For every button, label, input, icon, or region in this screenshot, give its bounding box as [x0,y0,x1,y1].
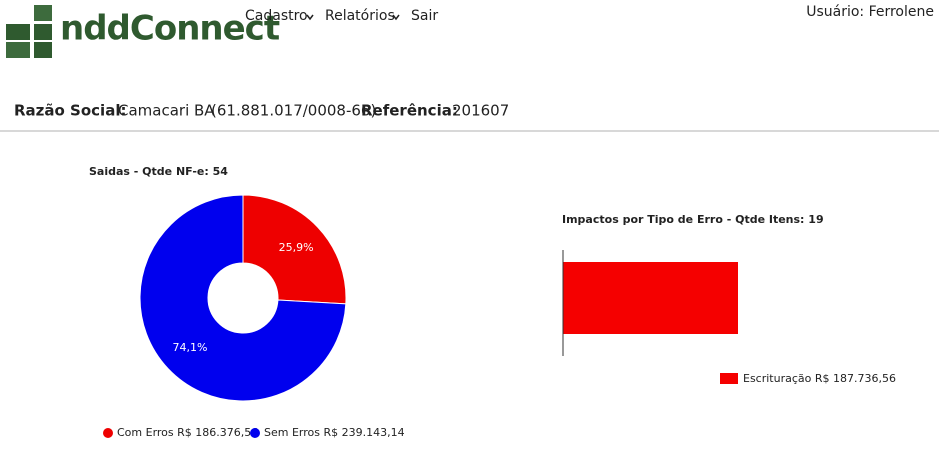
legend-marker [720,373,738,384]
pie-slice [139,194,347,402]
chart-title: Saidas - Qtde NF-e: 54 [89,165,228,178]
slice-label: 74,1% [172,341,207,354]
reference-label: Referência: [361,102,458,120]
company: Camacari BA [118,102,215,120]
pie-slice [242,194,347,305]
legend-label: Com Erros R$ 186.376,56 [117,426,258,439]
reference: 201607 [452,102,509,120]
legend-marker [250,428,260,438]
menu-item[interactable]: Sair [411,8,438,24]
legend-label: Escrituração R$ 187.736,56 [743,372,896,385]
cnpj: (61.881.017/0008-66) [211,102,376,120]
user-label: Usuário: Ferrolene [806,4,934,20]
slice-label: 25,9% [279,241,314,254]
menu-item[interactable]: Cadastro [245,8,308,24]
legend-label: Sem Erros R$ 239.143,14 [264,426,405,439]
menu-item[interactable]: Relatórios [325,8,395,24]
menu-chevron [392,14,400,21]
chart-title: Impactos por Tipo de Erro - Qtde Itens: … [562,213,824,226]
company-label: Razão Social: [14,102,126,120]
logo-mark [6,5,52,58]
menu-chevron [306,14,314,21]
bar [563,262,738,334]
legend-marker [103,428,113,438]
logo-text: nddConnect [60,9,280,49]
